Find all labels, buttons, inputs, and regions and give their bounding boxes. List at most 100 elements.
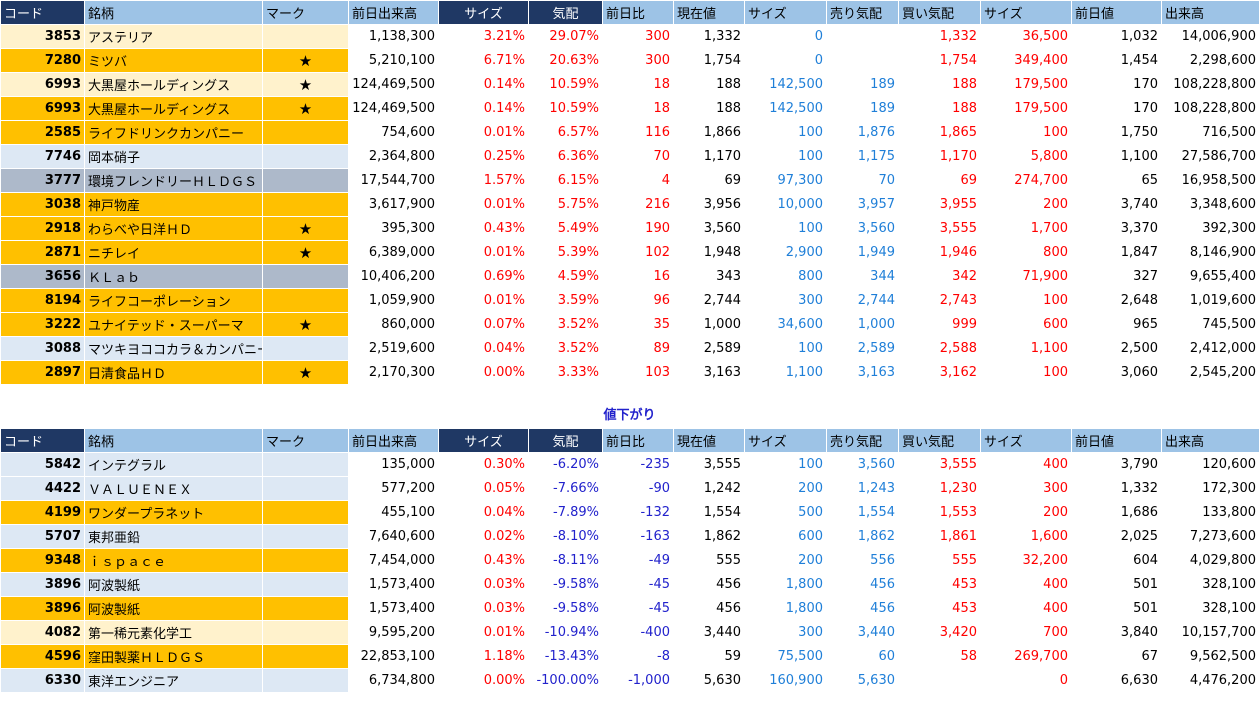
column-header[interactable]: 出来高 <box>1161 428 1259 453</box>
stock-name[interactable]: 大黒屋ホールディングス <box>84 96 263 121</box>
stock-name[interactable]: 阿波製紙 <box>84 596 263 621</box>
stock-code[interactable]: 3088 <box>0 336 85 361</box>
stock-name[interactable]: アステリア <box>84 24 263 49</box>
table-row[interactable]: 6993 大黒屋ホールディングス ★ 124,469,500 0.14% 10.59% 18… <box>0 72 1259 97</box>
stock-name[interactable]: 大黒屋ホールディングス <box>84 72 263 97</box>
table-row[interactable]: 3088 マツキヨココカラ＆カンパニー 2,519,600 0.04% 3.52% 89 2… <box>0 336 1259 361</box>
stock-code[interactable]: 4422 <box>0 476 85 501</box>
table-row[interactable]: 3222 ユナイテッド・スーパーマ ★ 860,000 0.07% 3.52% 35 1,00… <box>0 312 1259 337</box>
stock-name[interactable]: ユナイテッド・スーパーマ <box>84 312 263 337</box>
stock-code[interactable]: 3896 <box>0 596 85 621</box>
column-header[interactable]: 買い気配 <box>898 428 981 453</box>
stock-name[interactable]: 阿波製紙 <box>84 572 263 597</box>
stock-name[interactable]: マツキヨココカラ＆カンパニー <box>84 336 263 361</box>
column-header[interactable]: コード <box>0 0 85 25</box>
stock-code[interactable]: 4082 <box>0 620 85 645</box>
column-header[interactable]: 買い気配 <box>898 0 981 25</box>
stock-name[interactable]: ニチレイ <box>84 240 263 265</box>
column-header[interactable]: 売り気配 <box>826 0 899 25</box>
table-row[interactable]: 5842 インテグラル 135,000 0.30% -6.20% -235 3,555 100… <box>0 452 1259 477</box>
column-header[interactable]: 売り気配 <box>826 428 899 453</box>
stock-name[interactable]: ＫＬａｂ <box>84 264 263 289</box>
stock-code[interactable]: 6993 <box>0 96 85 121</box>
column-header[interactable]: 前日比 <box>602 428 674 453</box>
column-header[interactable]: サイズ <box>980 0 1072 25</box>
column-header[interactable]: 出来高 <box>1161 0 1259 25</box>
column-header[interactable]: 前日出来高 <box>348 0 439 25</box>
stock-code[interactable]: 5707 <box>0 524 85 549</box>
table-row[interactable]: 2897 日清食品ＨＤ ★ 2,170,300 0.00% 3.33% 103 3,163 1,… <box>0 360 1259 385</box>
stock-name[interactable]: ＶＡＬＵＥＮＥＸ <box>84 476 263 501</box>
stock-name[interactable]: ミツバ <box>84 48 263 73</box>
column-header[interactable]: 気配 <box>528 428 603 453</box>
column-header[interactable]: 前日値 <box>1071 428 1162 453</box>
table-row[interactable]: 2871 ニチレイ ★ 6,389,000 0.01% 5.39% 102 1,948 2,90… <box>0 240 1259 265</box>
column-header[interactable]: 現在値 <box>673 428 745 453</box>
stock-code[interactable]: 5842 <box>0 452 85 477</box>
stock-name[interactable]: ワンダープラネット <box>84 500 263 525</box>
table-row[interactable]: 3896 阿波製紙 1,573,400 0.03% -9.58% -45 456 1,800 4… <box>0 596 1259 621</box>
column-header[interactable]: サイズ <box>744 428 827 453</box>
table-row[interactable]: 7746 岡本硝子 2,364,800 0.25% 6.36% 70 1,170 100 1,1… <box>0 144 1259 169</box>
stock-name[interactable]: ライフドリンクカンパニー <box>84 120 263 145</box>
table-row[interactable]: 3038 神戸物産 3,617,900 0.01% 5.75% 216 3,956 10,00… <box>0 192 1259 217</box>
table-row[interactable]: 6993 大黒屋ホールディングス ★ 124,469,500 0.14% 10.59% 18… <box>0 96 1259 121</box>
column-header[interactable]: 前日出来高 <box>348 428 439 453</box>
table-row[interactable]: 9348 ｉｓｐａｃｅ 7,454,000 0.43% -8.11% -49 555 200 5… <box>0 548 1259 573</box>
column-header[interactable]: マーク <box>262 428 349 453</box>
column-header[interactable]: 現在値 <box>673 0 745 25</box>
stock-name[interactable]: 東邦亜鉛 <box>84 524 263 549</box>
column-header[interactable]: 前日値 <box>1071 0 1162 25</box>
stock-code[interactable]: 9348 <box>0 548 85 573</box>
column-header[interactable]: サイズ <box>980 428 1072 453</box>
table-row[interactable]: 2918 わらべや日洋ＨＤ ★ 395,300 0.43% 5.49% 190 3,560 10… <box>0 216 1259 241</box>
table-row[interactable]: 3853 アステリア 1,138,300 3.21% 29.07% 300 1,332 0 1,… <box>0 24 1259 49</box>
column-header[interactable]: 銘柄 <box>84 0 263 25</box>
stock-code[interactable]: 7280 <box>0 48 85 73</box>
stock-code[interactable]: 3896 <box>0 572 85 597</box>
stock-code[interactable]: 3222 <box>0 312 85 337</box>
table-row[interactable]: 3777 環境フレンドリーＨＬＤＧＳ 17,544,700 1.57% 6.15% 4 69… <box>0 168 1259 193</box>
stock-code[interactable]: 6330 <box>0 668 85 693</box>
table-row[interactable]: 6330 東洋エンジニア 6,734,800 0.00% -100.00% -1,000 5… <box>0 668 1259 693</box>
stock-code[interactable]: 3777 <box>0 168 85 193</box>
table-row[interactable]: 2585 ライフドリンクカンパニー 754,600 0.01% 6.57% 116 1,86… <box>0 120 1259 145</box>
stock-name[interactable]: 第一稀元素化学工 <box>84 620 263 645</box>
stock-code[interactable]: 3853 <box>0 24 85 49</box>
stock-code[interactable]: 4596 <box>0 644 85 669</box>
column-header[interactable]: サイズ <box>438 0 529 25</box>
stock-code[interactable]: 3656 <box>0 264 85 289</box>
table-row[interactable]: 7280 ミツバ ★ 5,210,100 6.71% 20.63% 300 1,754 0 1,7… <box>0 48 1259 73</box>
stock-code[interactable]: 2871 <box>0 240 85 265</box>
stock-name[interactable]: 日清食品ＨＤ <box>84 360 263 385</box>
stock-code[interactable]: 7746 <box>0 144 85 169</box>
stock-name[interactable]: 窪田製薬ＨＬＤＧＳ <box>84 644 263 669</box>
stock-name[interactable]: ｉｓｐａｃｅ <box>84 548 263 573</box>
stock-code[interactable]: 2918 <box>0 216 85 241</box>
table-row[interactable]: 4199 ワンダープラネット 455,100 0.04% -7.89% -132 1,554… <box>0 500 1259 525</box>
stock-name[interactable]: インテグラル <box>84 452 263 477</box>
table-row[interactable]: 3896 阿波製紙 1,573,400 0.03% -9.58% -45 456 1,800 4… <box>0 572 1259 597</box>
stock-name[interactable]: 神戸物産 <box>84 192 263 217</box>
stock-name[interactable]: 岡本硝子 <box>84 144 263 169</box>
table-row[interactable]: 4596 窪田製薬ＨＬＤＧＳ 22,853,100 1.18% -13.43% -8 59 7… <box>0 644 1259 669</box>
table-row[interactable]: 4422 ＶＡＬＵＥＮＥＸ 577,200 0.05% -7.66% -90 1,242 20… <box>0 476 1259 501</box>
table-row[interactable]: 5707 東邦亜鉛 7,640,600 0.02% -8.10% -163 1,862 600… <box>0 524 1259 549</box>
column-header[interactable]: 銘柄 <box>84 428 263 453</box>
stock-code[interactable]: 2897 <box>0 360 85 385</box>
stock-code[interactable]: 4199 <box>0 500 85 525</box>
column-header[interactable]: 前日比 <box>602 0 674 25</box>
column-header[interactable]: 気配 <box>528 0 603 25</box>
table-row[interactable]: 8194 ライフコーポレーション 1,059,900 0.01% 3.59% 96 2,74… <box>0 288 1259 313</box>
column-header[interactable]: マーク <box>262 0 349 25</box>
stock-code[interactable]: 6993 <box>0 72 85 97</box>
stock-name[interactable]: 環境フレンドリーＨＬＤＧＳ <box>84 168 263 193</box>
stock-name[interactable]: わらべや日洋ＨＤ <box>84 216 263 241</box>
column-header[interactable]: サイズ <box>438 428 529 453</box>
table-row[interactable]: 4082 第一稀元素化学工 9,595,200 0.01% -10.94% -400 3,4… <box>0 620 1259 645</box>
column-header[interactable]: コード <box>0 428 85 453</box>
stock-code[interactable]: 2585 <box>0 120 85 145</box>
column-header[interactable]: サイズ <box>744 0 827 25</box>
stock-name[interactable]: ライフコーポレーション <box>84 288 263 313</box>
stock-code[interactable]: 3038 <box>0 192 85 217</box>
